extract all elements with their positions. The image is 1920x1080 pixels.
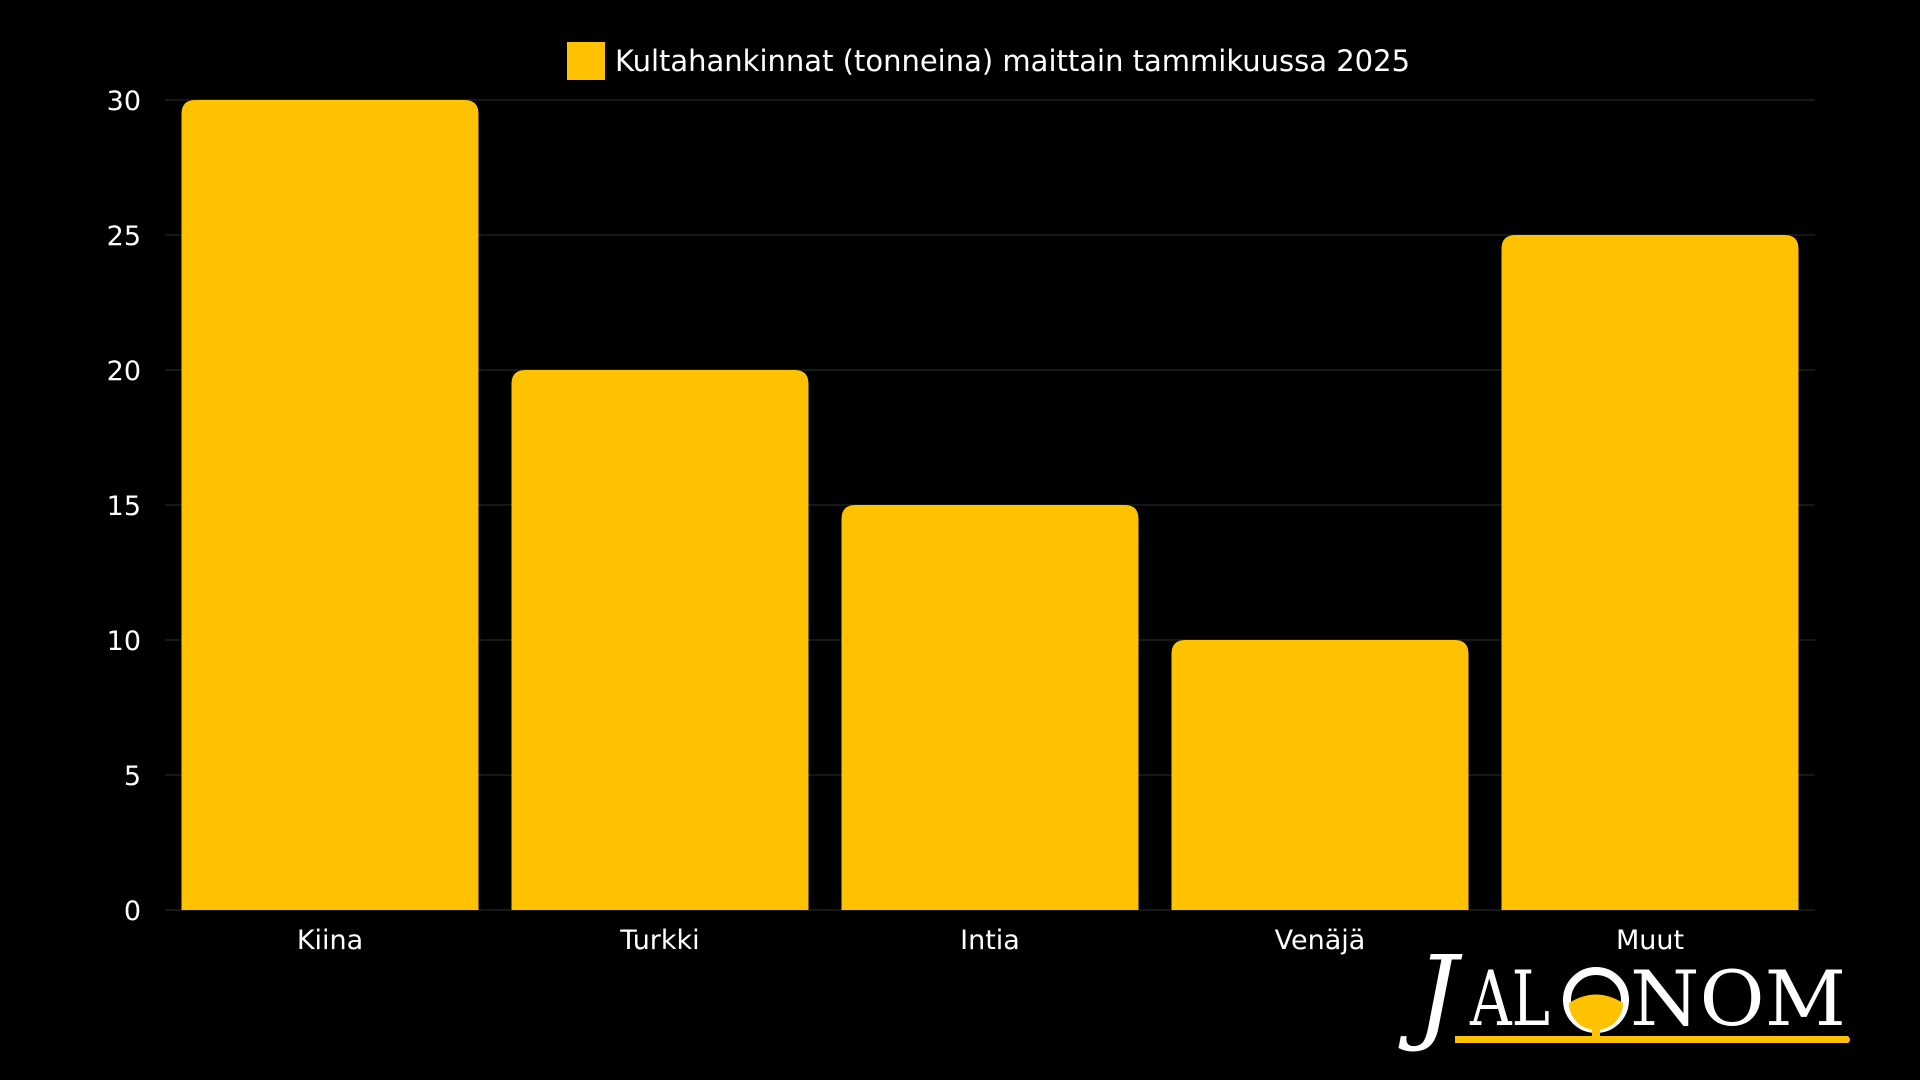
legend: Kultahankinnat (tonneina) maittain tammi… [567, 42, 1410, 80]
y-tick-label-20: 20 [107, 356, 141, 387]
bar-kiina [181, 100, 479, 910]
bar-intia [841, 505, 1139, 910]
y-axis-ticks: 0 5 10 15 20 25 30 [107, 86, 141, 927]
bars [181, 100, 1799, 910]
legend-label: Kultahankinnat (tonneina) maittain tammi… [615, 44, 1410, 78]
x-tick-label-muut: Muut [1616, 925, 1684, 956]
y-tick-label-25: 25 [107, 221, 141, 252]
x-axis-ticks: Kiina Turkki Intia Venäjä Muut [297, 925, 1684, 956]
y-tick-label-10: 10 [107, 626, 141, 657]
y-tick-label-15: 15 [107, 491, 141, 522]
y-tick-label-5: 5 [124, 761, 141, 792]
logo-ladle-icon [1563, 967, 1629, 1036]
logo-underline [1455, 1036, 1850, 1043]
logo-letters-nom: NOM [1630, 954, 1846, 1043]
bar-venaja [1171, 640, 1469, 910]
x-tick-label-turkki: Turkki [619, 925, 699, 956]
x-tick-label-intia: Intia [960, 925, 1020, 956]
logo-letters-al: AL [1469, 954, 1550, 1043]
y-tick-label-0: 0 [124, 896, 141, 927]
legend-swatch [567, 42, 605, 80]
bar-muut [1501, 235, 1799, 910]
x-tick-label-venaja: Venäjä [1275, 925, 1366, 956]
bar-turkki [511, 370, 809, 910]
y-tick-label-30: 30 [107, 86, 141, 117]
x-tick-label-kiina: Kiina [297, 925, 363, 956]
